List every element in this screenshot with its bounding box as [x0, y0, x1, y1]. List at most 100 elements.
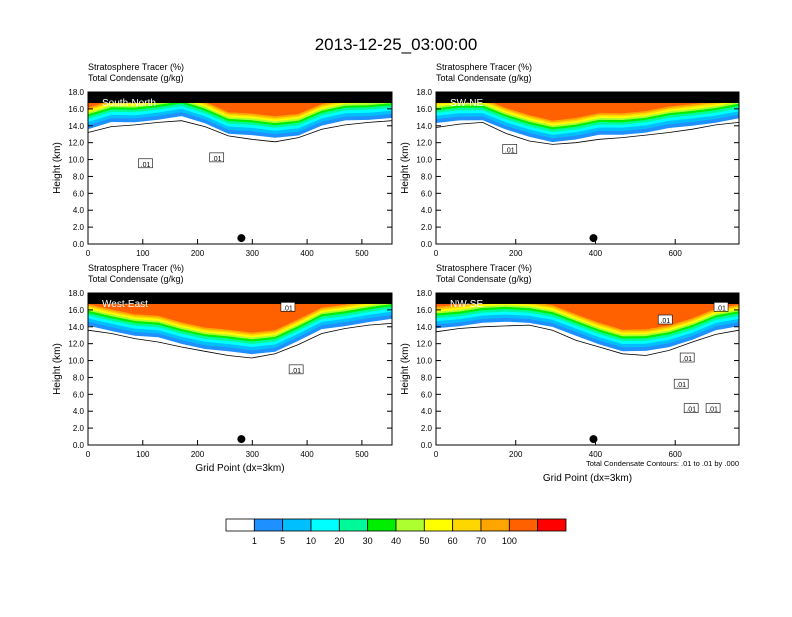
contour-label: .01 — [708, 407, 718, 414]
x-tick-label: 200 — [509, 450, 523, 459]
y-tick-label: 14.0 — [68, 323, 84, 332]
x-tick-label: 300 — [246, 450, 260, 459]
x-tick-label: 400 — [300, 450, 314, 459]
colorbar-box — [480, 518, 510, 532]
y-tick-label: 18.0 — [416, 289, 432, 298]
colorbar-label: 50 — [419, 536, 429, 546]
x-tick-label: 400 — [300, 249, 314, 258]
y-tick-label: 10.0 — [68, 357, 84, 366]
colorbar-box — [253, 518, 284, 532]
colorbar-box — [423, 518, 454, 532]
y-tick-label: 18.0 — [416, 88, 432, 97]
x-tick-label: 500 — [355, 450, 369, 459]
y-tick-label: 6.0 — [73, 189, 85, 198]
colorbar: 1 5 10 20 30 40 50 60 70 100 — [225, 518, 567, 546]
y-tick-label: 0.0 — [421, 441, 433, 450]
condensate-contour — [436, 121, 739, 145]
plot-area: .01 .01 .01 .01 .01 .01 — [436, 293, 739, 414]
condensate-title: Total Condensate (g/kg) — [88, 274, 184, 284]
x-tick-label: 600 — [669, 450, 683, 459]
y-tick-label: 8.0 — [421, 172, 433, 181]
y-tick-label: 6.0 — [73, 390, 85, 399]
contour-label: .01 — [676, 382, 686, 389]
x-tick-label: 0 — [86, 450, 91, 459]
y-tick-label: 2.0 — [421, 223, 433, 232]
condensate-contour — [88, 120, 392, 143]
x-tick-label: 500 — [355, 249, 369, 258]
contour-label: .01 — [212, 156, 222, 163]
tracer-title: Stratosphere Tracer (%) — [88, 263, 184, 273]
contour-label: .01 — [141, 162, 151, 169]
panel-nw-se: .01 .01 .01 .01 .01 .01 0.0 2.0 4.0 6.0 8.0 10.0 12.… — [400, 263, 740, 484]
x-tick-label: 0 — [434, 450, 439, 459]
x-tick-label: 400 — [589, 450, 603, 459]
contour-label: .01 — [716, 305, 726, 312]
x-tick-label: 600 — [669, 249, 683, 258]
x-tick-label: 200 — [191, 249, 205, 258]
location-marker — [237, 234, 246, 243]
y-tick-label: 2.0 — [73, 424, 85, 433]
y-tick-label: 12.0 — [416, 139, 432, 148]
contour-label: .01 — [686, 407, 696, 414]
y-tick-label: 6.0 — [421, 189, 433, 198]
contour-label-box — [502, 144, 518, 154]
plot-frame — [435, 91, 740, 245]
y-tick-label: 8.0 — [421, 373, 433, 382]
x-tick-label: 0 — [434, 249, 439, 258]
contour-label: .01 — [505, 147, 515, 154]
panel-title: NW-SE — [450, 299, 483, 310]
y-tick-label: 2.0 — [421, 424, 433, 433]
y-tick-label: 2.0 — [73, 223, 85, 232]
y-tick-label: 12.0 — [68, 139, 84, 148]
colorbar-box — [282, 518, 312, 532]
panels: .01 .01 0.0 2.0 4.0 6.0 8.0 10.0 12.0 14.0 16.0 18.… — [52, 62, 740, 484]
y-axis-label: Height (km) — [400, 142, 411, 194]
contour-label: .01 — [291, 368, 301, 375]
panel-south-north: .01 .01 0.0 2.0 4.0 6.0 8.0 10.0 12.0 14.0 16.0 18.… — [52, 62, 393, 258]
condensate-contour — [436, 324, 739, 356]
colorbar-box — [367, 518, 397, 532]
y-tick-label: 8.0 — [73, 172, 85, 181]
tracer-band-max — [88, 92, 392, 103]
colorbar-box — [395, 518, 425, 532]
colorbar-label: 20 — [334, 536, 344, 546]
y-tick-label: 12.0 — [416, 340, 432, 349]
colorbar-label: 60 — [448, 536, 458, 546]
plot-frame — [87, 292, 393, 446]
location-marker — [589, 435, 598, 444]
tracer-title: Stratosphere Tracer (%) — [88, 62, 184, 72]
colorbar-label: 30 — [363, 536, 373, 546]
tracer-band-max — [436, 92, 739, 103]
colorbar-box — [225, 518, 255, 532]
plot-frame — [87, 91, 393, 245]
y-tick-label: 18.0 — [68, 289, 84, 298]
x-tick-label: 100 — [136, 249, 150, 258]
panel-title: South-North — [102, 98, 156, 109]
contour-label-box — [209, 152, 225, 163]
y-tick-label: 14.0 — [68, 122, 84, 131]
y-tick-label: 4.0 — [421, 206, 433, 215]
y-axis-label: Height (km) — [52, 142, 63, 194]
plot-area: .01 .01 — [88, 92, 392, 169]
colorbar-box — [508, 518, 539, 532]
colorbar-label: 10 — [306, 536, 316, 546]
condensate-title: Total Condensate (g/kg) — [88, 73, 184, 83]
colorbar-label: 40 — [391, 536, 401, 546]
contour-label-box — [280, 302, 296, 312]
y-tick-label: 16.0 — [68, 105, 84, 114]
y-tick-label: 12.0 — [68, 340, 84, 349]
plot-frame — [435, 292, 740, 446]
condensate-contour — [88, 323, 392, 359]
colorbar-label: 5 — [280, 536, 285, 546]
panel-sw-ne: .01 0.0 2.0 4.0 6.0 8.0 10.0 12.0 14.0 16.0 18.0 0 2… — [400, 62, 740, 258]
tracer-title: Stratosphere Tracer (%) — [436, 62, 532, 72]
y-axis-label: Height (km) — [400, 343, 411, 395]
y-tick-label: 0.0 — [421, 240, 433, 249]
y-tick-label: 4.0 — [73, 407, 85, 416]
y-tick-label: 10.0 — [416, 357, 432, 366]
y-tick-label: 16.0 — [416, 105, 432, 114]
y-axis-label: Height (km) — [52, 343, 63, 395]
contour-label: .01 — [660, 318, 670, 325]
panel-title: West-East — [102, 299, 148, 310]
